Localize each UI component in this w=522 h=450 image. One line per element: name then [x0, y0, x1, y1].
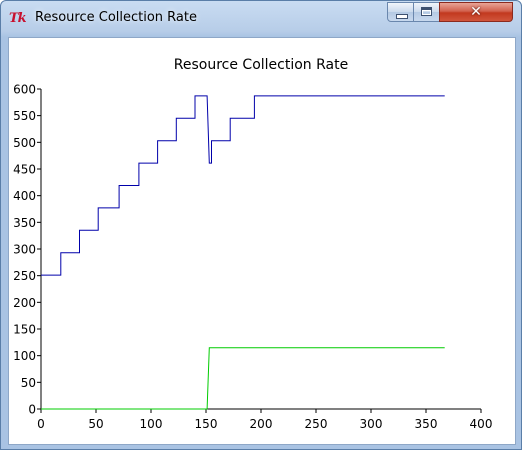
tk-feather-icon: Tk: [9, 11, 27, 26]
series-lines: [41, 95, 445, 410]
axes: 0 50 100 150 200 250 300 350 400 0 50 100 150 200 250 3…: [13, 83, 492, 432]
x-tick-label: 300: [360, 417, 383, 431]
x-tick-label: 50: [88, 417, 103, 431]
y-tick-label: 550: [13, 109, 36, 123]
title-bar[interactable]: Tk Resource Collection Rate ✕: [1, 1, 521, 37]
y-tick-label: 450: [13, 163, 36, 177]
minimize-icon: [396, 14, 408, 19]
x-tick-label: 0: [37, 417, 45, 431]
x-tick-label: 150: [195, 417, 218, 431]
chart-title: Resource Collection Rate: [174, 57, 348, 73]
x-tick-label: 200: [250, 417, 273, 431]
close-button[interactable]: ✕: [439, 2, 513, 22]
y-tick-label: 350: [13, 216, 36, 230]
maximize-button[interactable]: [413, 2, 440, 22]
y-tick-label: 400: [13, 189, 36, 203]
x-tick-label: 350: [415, 417, 438, 431]
close-icon: ✕: [470, 4, 482, 20]
line-chart: Resource Collection Rate 0 50 100 150 200 250…: [13, 57, 492, 432]
maximize-icon: [421, 7, 432, 16]
minimize-button[interactable]: [387, 2, 414, 22]
y-tick-label: 100: [13, 349, 36, 363]
series-line-1: [41, 95, 445, 276]
window-title: Resource Collection Rate: [35, 10, 197, 25]
y-tick-label: 500: [13, 136, 36, 150]
y-tick-label: 50: [21, 376, 36, 390]
y-tick-label: 600: [13, 83, 36, 97]
x-tick-label: 100: [140, 417, 163, 431]
y-tick-label: 150: [13, 323, 36, 337]
y-tick-label: 250: [13, 269, 36, 283]
y-tick-label: 300: [13, 243, 36, 257]
chart-canvas: Resource Collection Rate 0 50 100 150 200 250…: [8, 37, 516, 445]
y-tick-label: 200: [13, 296, 36, 310]
x-tick-label: 400: [470, 417, 493, 431]
y-tick-label: 0: [28, 403, 36, 417]
series-line-2: [41, 347, 445, 410]
x-tick-label: 250: [305, 417, 328, 431]
